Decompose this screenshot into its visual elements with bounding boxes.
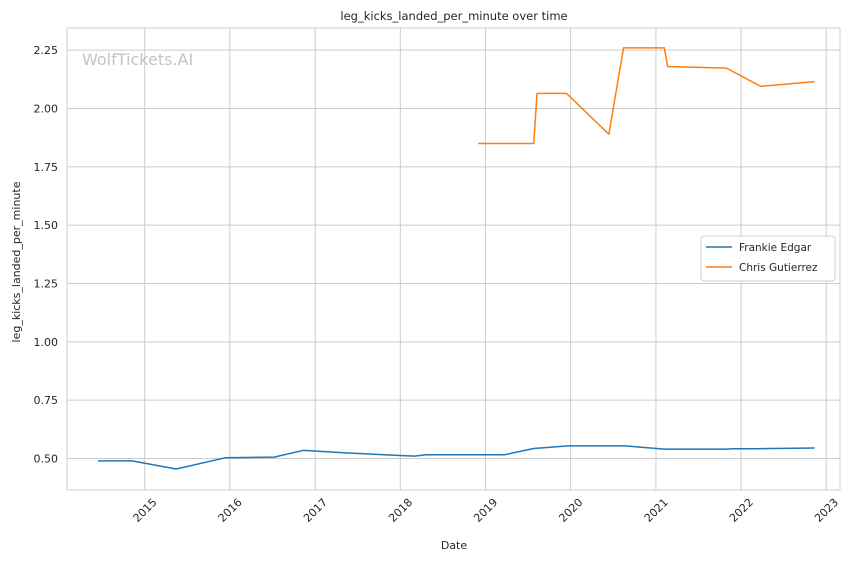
watermark: WolfTickets.AI [82,50,193,69]
chart-title: leg_kicks_landed_per_minute over time [340,9,567,23]
x-tick-label: 2017 [301,496,330,525]
y-tick-label: 0.50 [34,453,59,466]
series-layer [98,47,815,470]
x-tick-label: 2021 [642,496,671,525]
y-tick-label: 0.75 [34,394,59,407]
y-tick-label: 1.00 [34,336,59,349]
x-tick-label: 2019 [471,496,500,525]
y-tick-label: 1.50 [34,219,59,232]
y-tick-label: 1.25 [34,278,59,291]
y-axis-title: leg_kicks_landed_per_minute [10,181,23,342]
x-tick-label: 2015 [131,496,160,525]
x-tick-label: 2020 [556,496,585,525]
series-line-frankie-edgar [98,445,815,470]
x-tick-label: 2018 [386,496,415,525]
y-axis: 0.50 0.75 1.00 1.25 1.50 1.75 2.00 2.25 [34,44,59,465]
legend: Frankie Edgar Chris Gutierrez [700,235,836,282]
legend-label-chris-gutierrez: Chris Gutierrez [739,262,818,274]
x-tick-label: 2023 [812,496,841,525]
legend-label-frankie-edgar: Frankie Edgar [739,242,812,254]
y-tick-label: 1.75 [34,161,59,174]
y-tick-label: 2.00 [34,103,59,116]
x-axis-title: Date [441,539,468,552]
grid [67,28,840,490]
x-tick-label: 2022 [727,496,756,525]
y-tick-label: 2.25 [34,44,59,57]
x-axis: 2015 2016 2017 2018 2019 2020 2021 2022 2023 [131,496,842,525]
x-tick-label: 2016 [216,496,245,525]
legend-box [700,235,836,282]
series-line-chris-gutierrez [478,47,815,145]
